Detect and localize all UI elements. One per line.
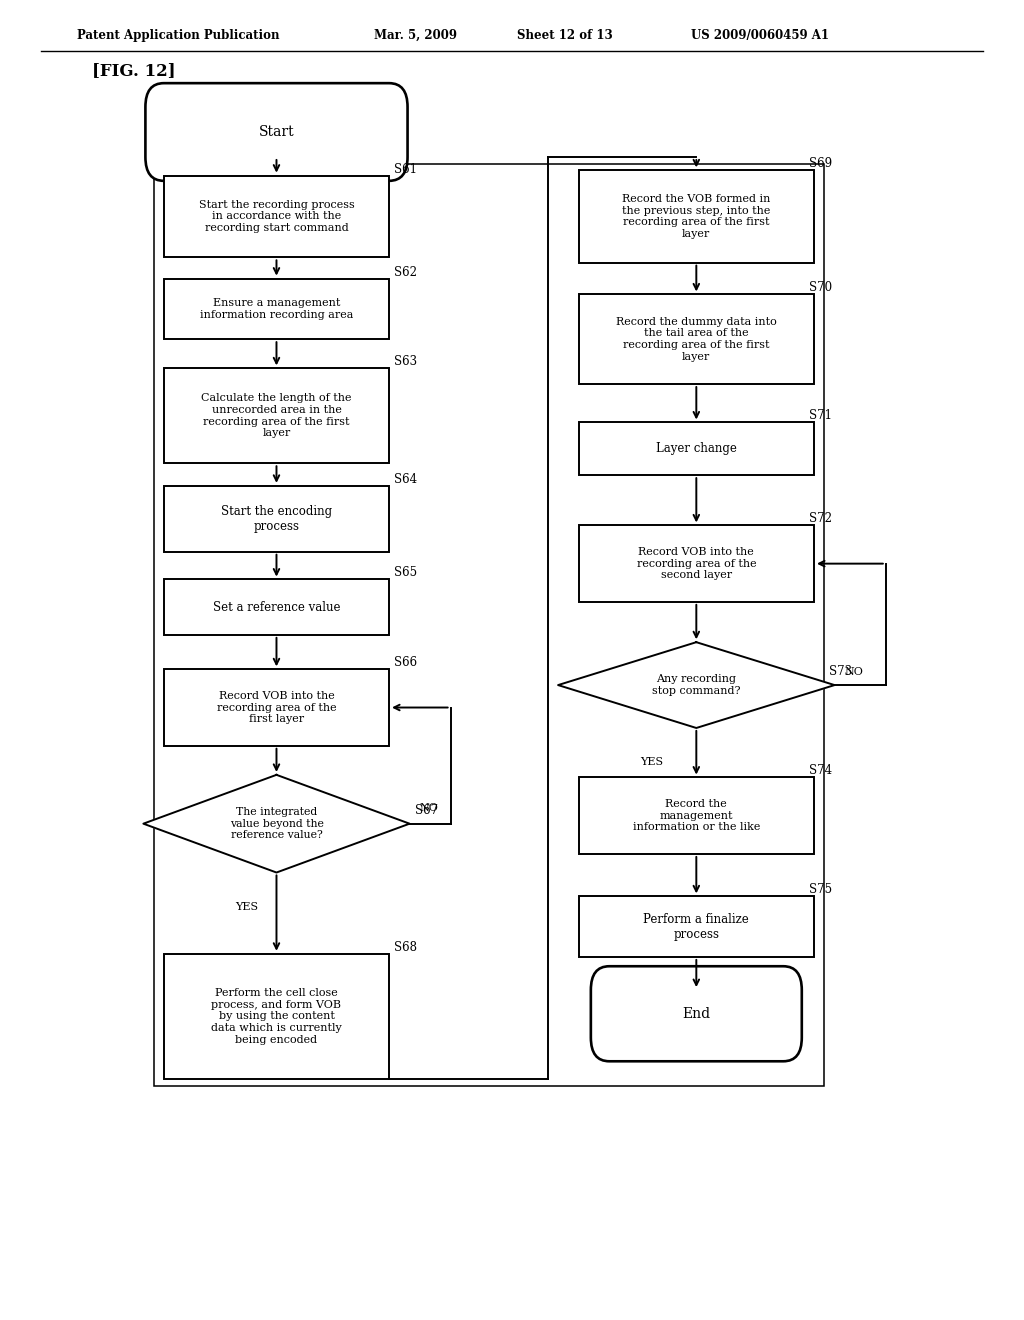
Text: Patent Application Publication: Patent Application Publication: [77, 29, 280, 42]
Text: S75: S75: [809, 883, 833, 896]
Text: S65: S65: [394, 566, 418, 579]
Text: Record VOB into the
recording area of the
second layer: Record VOB into the recording area of th…: [637, 546, 756, 581]
Text: Layer change: Layer change: [656, 442, 736, 455]
Text: NO: NO: [420, 803, 438, 813]
Text: Any recording
stop command?: Any recording stop command?: [652, 675, 740, 696]
FancyBboxPatch shape: [164, 279, 389, 339]
Text: S72: S72: [809, 512, 831, 525]
Text: S70: S70: [809, 281, 833, 294]
Text: Start: Start: [259, 125, 294, 139]
FancyBboxPatch shape: [591, 966, 802, 1061]
Text: Calculate the length of the
unrecorded area in the
recording area of the first
l: Calculate the length of the unrecorded a…: [202, 393, 351, 438]
Text: Mar. 5, 2009: Mar. 5, 2009: [374, 29, 457, 42]
FancyBboxPatch shape: [164, 579, 389, 635]
Text: Record the
management
information or the like: Record the management information or the…: [633, 799, 760, 833]
Text: Perform the cell close
process, and form VOB
by using the content
data which is : Perform the cell close process, and form…: [211, 989, 342, 1044]
FancyBboxPatch shape: [579, 422, 814, 475]
Text: S67: S67: [415, 804, 438, 817]
Text: Set a reference value: Set a reference value: [213, 601, 340, 614]
Bar: [154, 164, 824, 1085]
FancyBboxPatch shape: [164, 953, 389, 1080]
FancyBboxPatch shape: [579, 170, 814, 263]
Text: S68: S68: [394, 941, 417, 953]
Text: S71: S71: [809, 409, 831, 422]
FancyBboxPatch shape: [164, 176, 389, 257]
Text: Perform a finalize
process: Perform a finalize process: [643, 912, 750, 941]
FancyBboxPatch shape: [164, 669, 389, 746]
Text: Record VOB into the
recording area of the
first layer: Record VOB into the recording area of th…: [217, 690, 336, 725]
FancyBboxPatch shape: [579, 777, 814, 854]
Text: S73: S73: [829, 665, 853, 678]
Text: Start the recording process
in accordance with the
recording start command: Start the recording process in accordanc…: [199, 199, 354, 234]
Text: Sheet 12 of 13: Sheet 12 of 13: [517, 29, 613, 42]
FancyBboxPatch shape: [579, 525, 814, 602]
Text: S64: S64: [394, 473, 418, 486]
Text: The integrated
value beyond the
reference value?: The integrated value beyond the referenc…: [229, 807, 324, 841]
FancyBboxPatch shape: [579, 294, 814, 384]
Text: Record the VOB formed in
the previous step, into the
recording area of the first: Record the VOB formed in the previous st…: [623, 194, 770, 239]
Text: US 2009/0060459 A1: US 2009/0060459 A1: [691, 29, 829, 42]
FancyBboxPatch shape: [145, 83, 408, 181]
Text: End: End: [682, 1007, 711, 1020]
Text: [FIG. 12]: [FIG. 12]: [92, 62, 176, 79]
Text: S61: S61: [394, 162, 417, 176]
Text: YES: YES: [640, 758, 664, 767]
Text: S66: S66: [394, 656, 418, 669]
Text: Start the encoding
process: Start the encoding process: [221, 504, 332, 533]
Text: S63: S63: [394, 355, 418, 368]
Text: Record the dummy data into
the tail area of the
recording area of the first
laye: Record the dummy data into the tail area…: [616, 317, 776, 362]
Text: NO: NO: [845, 667, 863, 677]
Polygon shape: [143, 775, 410, 873]
FancyBboxPatch shape: [164, 368, 389, 463]
Text: YES: YES: [236, 902, 259, 912]
Text: S62: S62: [394, 265, 417, 279]
Text: S69: S69: [809, 157, 833, 170]
Text: Ensure a management
information recording area: Ensure a management information recordin…: [200, 298, 353, 319]
FancyBboxPatch shape: [579, 896, 814, 957]
FancyBboxPatch shape: [164, 486, 389, 552]
Text: S74: S74: [809, 764, 833, 777]
Polygon shape: [558, 643, 835, 729]
